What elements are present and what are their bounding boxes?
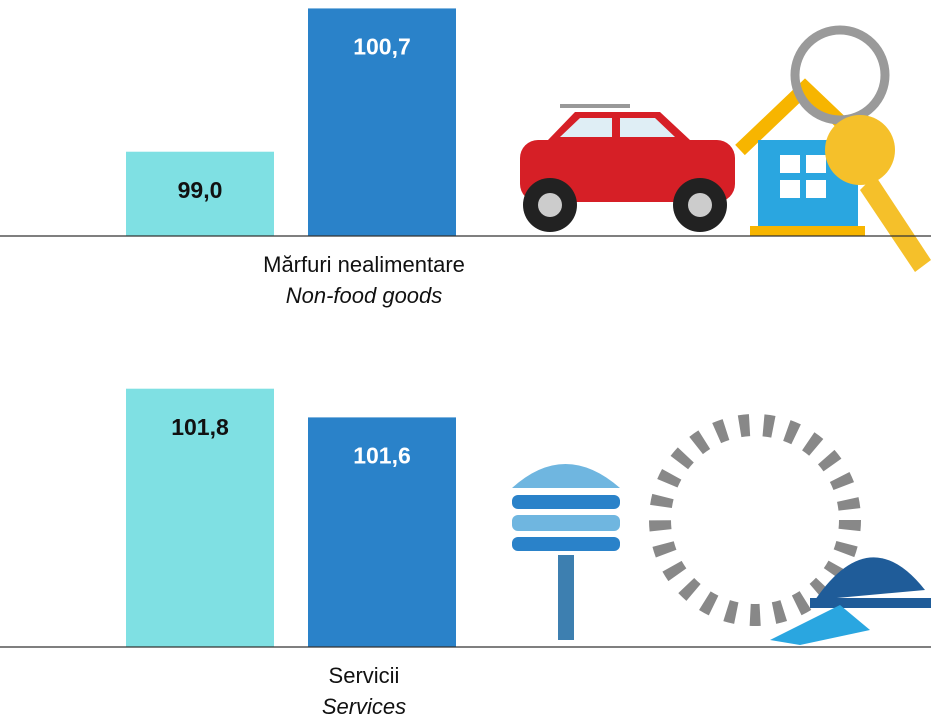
- value-label: 101,6: [353, 442, 411, 468]
- value-label: 100,7: [353, 34, 411, 60]
- value-label: 101,8: [171, 414, 229, 440]
- car-icon: [520, 106, 735, 232]
- category-translation: Non-food goods: [286, 283, 443, 308]
- food-icon: [512, 464, 620, 640]
- category-label: Mărfuri nealimentare: [263, 252, 465, 277]
- value-label: 99,0: [178, 177, 223, 203]
- category-translation: Services: [322, 694, 406, 719]
- chart: 99,0 100,7 Mărfuri nealimentare Non-food go…: [0, 0, 931, 722]
- services-icon: [660, 425, 931, 645]
- category-label: Servicii: [329, 663, 400, 688]
